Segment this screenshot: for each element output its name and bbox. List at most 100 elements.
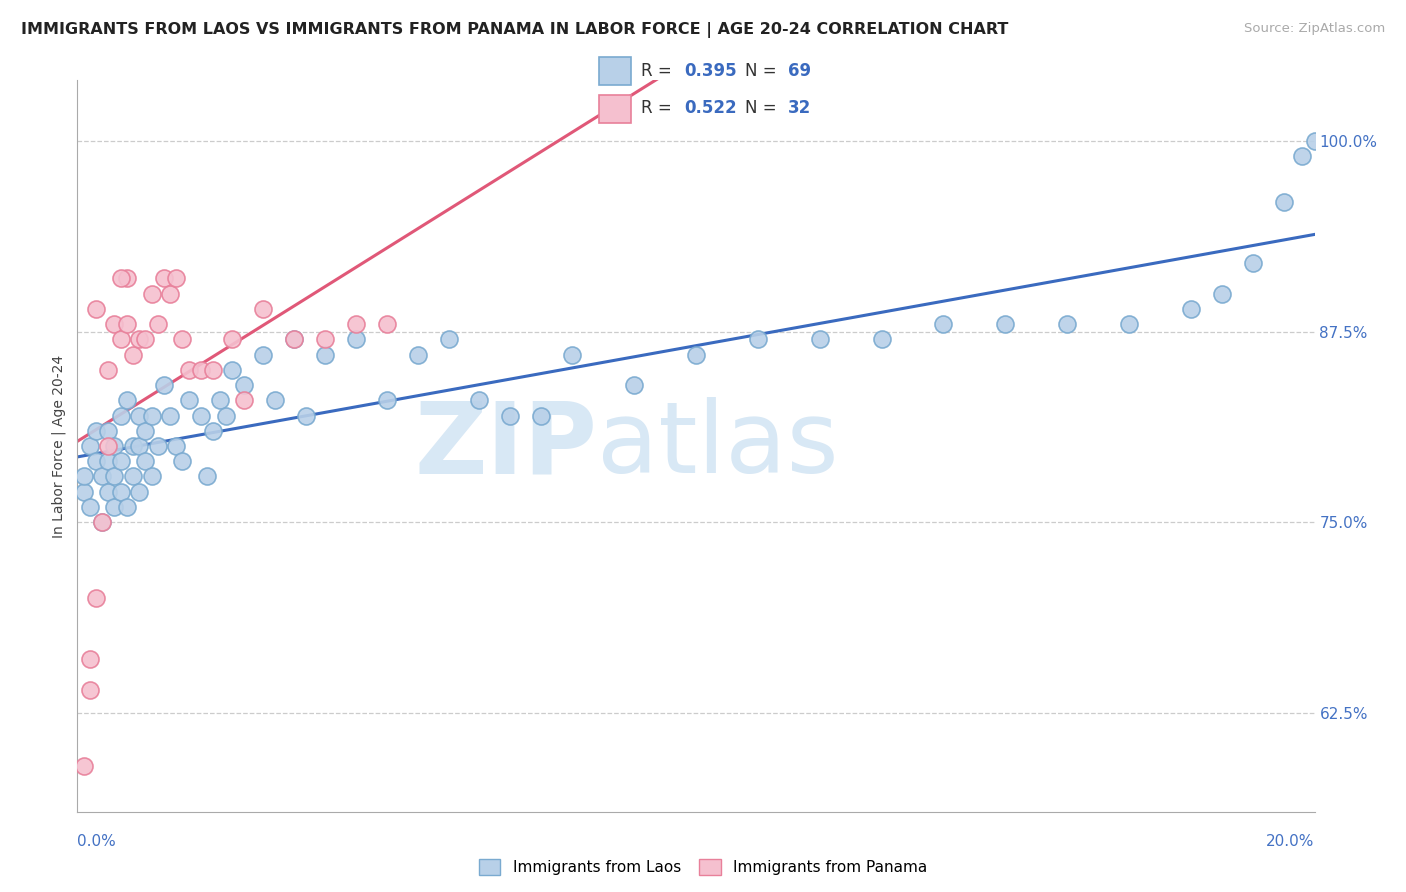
Point bbox=[159, 286, 181, 301]
Text: 0.0%: 0.0% bbox=[77, 834, 117, 849]
Point bbox=[221, 332, 243, 346]
Point bbox=[79, 500, 101, 514]
Point bbox=[215, 409, 238, 423]
Point bbox=[110, 454, 132, 468]
Point bbox=[685, 348, 707, 362]
Point bbox=[344, 332, 367, 346]
Point bbox=[103, 500, 125, 514]
Point bbox=[283, 332, 305, 346]
Point bbox=[91, 469, 114, 483]
Point bbox=[122, 348, 145, 362]
Text: IMMIGRANTS FROM LAOS VS IMMIGRANTS FROM PANAMA IN LABOR FORCE | AGE 20-24 CORREL: IMMIGRANTS FROM LAOS VS IMMIGRANTS FROM … bbox=[21, 22, 1008, 38]
Point bbox=[141, 409, 163, 423]
Point bbox=[91, 515, 114, 529]
Point bbox=[1291, 149, 1313, 163]
Point bbox=[103, 439, 125, 453]
Point bbox=[103, 317, 125, 331]
Point bbox=[344, 317, 367, 331]
Point bbox=[233, 378, 256, 392]
Point bbox=[84, 301, 107, 316]
Point bbox=[1272, 195, 1295, 210]
Point bbox=[79, 652, 101, 666]
Text: N =: N = bbox=[745, 100, 782, 118]
Point bbox=[623, 378, 645, 392]
Point bbox=[115, 500, 138, 514]
Point bbox=[84, 591, 107, 606]
Point bbox=[530, 409, 553, 423]
Point bbox=[134, 424, 156, 438]
Point bbox=[314, 348, 336, 362]
Point bbox=[221, 363, 243, 377]
FancyBboxPatch shape bbox=[599, 95, 630, 123]
Point bbox=[375, 317, 398, 331]
Point bbox=[146, 317, 169, 331]
Point bbox=[146, 439, 169, 453]
Point bbox=[115, 393, 138, 408]
Point bbox=[172, 332, 194, 346]
Legend: Immigrants from Laos, Immigrants from Panama: Immigrants from Laos, Immigrants from Pa… bbox=[474, 855, 932, 880]
Point bbox=[84, 424, 107, 438]
Point bbox=[202, 363, 225, 377]
Point bbox=[134, 454, 156, 468]
Text: 0.395: 0.395 bbox=[685, 62, 737, 79]
Text: ZIP: ZIP bbox=[415, 398, 598, 494]
Point bbox=[252, 301, 274, 316]
Point bbox=[1180, 301, 1202, 316]
Point bbox=[314, 332, 336, 346]
Point bbox=[375, 393, 398, 408]
Text: R =: R = bbox=[641, 100, 678, 118]
Point bbox=[437, 332, 460, 346]
Point bbox=[110, 484, 132, 499]
FancyBboxPatch shape bbox=[599, 57, 630, 86]
Point bbox=[141, 469, 163, 483]
Point bbox=[134, 332, 156, 346]
Point bbox=[994, 317, 1017, 331]
Point bbox=[79, 682, 101, 697]
Text: N =: N = bbox=[745, 62, 782, 79]
Point bbox=[141, 286, 163, 301]
Point bbox=[406, 348, 429, 362]
Point bbox=[1241, 256, 1264, 270]
Point bbox=[159, 409, 181, 423]
Point bbox=[110, 271, 132, 285]
Text: atlas: atlas bbox=[598, 398, 838, 494]
Point bbox=[190, 409, 212, 423]
Point bbox=[283, 332, 305, 346]
Point bbox=[202, 424, 225, 438]
Point bbox=[72, 759, 94, 773]
Point bbox=[97, 363, 120, 377]
Point bbox=[1118, 317, 1140, 331]
Point bbox=[128, 439, 150, 453]
Text: 69: 69 bbox=[789, 62, 811, 79]
Text: R =: R = bbox=[641, 62, 678, 79]
Point bbox=[177, 363, 200, 377]
Text: 0.522: 0.522 bbox=[685, 100, 737, 118]
Point bbox=[91, 515, 114, 529]
Point bbox=[208, 393, 231, 408]
Point bbox=[110, 409, 132, 423]
Point bbox=[79, 439, 101, 453]
Point bbox=[97, 454, 120, 468]
Point bbox=[122, 439, 145, 453]
Point bbox=[122, 469, 145, 483]
Point bbox=[72, 484, 94, 499]
Point bbox=[110, 332, 132, 346]
Point bbox=[128, 484, 150, 499]
Text: Source: ZipAtlas.com: Source: ZipAtlas.com bbox=[1244, 22, 1385, 36]
Point bbox=[195, 469, 218, 483]
Point bbox=[153, 378, 176, 392]
Point bbox=[128, 332, 150, 346]
Point bbox=[932, 317, 955, 331]
Point bbox=[252, 348, 274, 362]
Point bbox=[165, 439, 187, 453]
Point bbox=[1056, 317, 1078, 331]
Point bbox=[115, 271, 138, 285]
Point bbox=[115, 317, 138, 331]
Point bbox=[295, 409, 318, 423]
Y-axis label: In Labor Force | Age 20-24: In Labor Force | Age 20-24 bbox=[52, 354, 66, 538]
Point bbox=[97, 484, 120, 499]
Point bbox=[499, 409, 522, 423]
Point bbox=[1211, 286, 1233, 301]
Point bbox=[468, 393, 491, 408]
Text: 20.0%: 20.0% bbox=[1267, 834, 1315, 849]
